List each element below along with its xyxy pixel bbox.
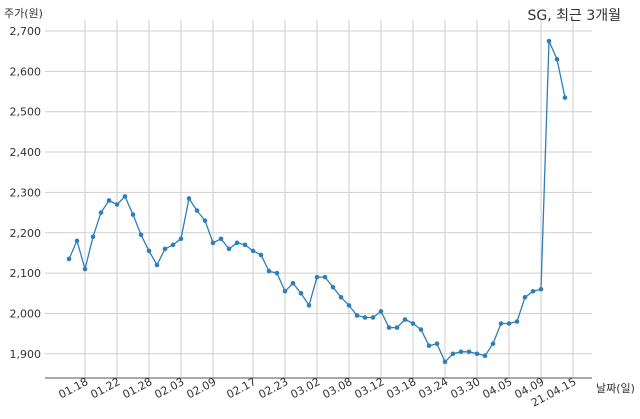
price-point [170,242,176,248]
price-point [98,210,104,215]
price-point [242,242,248,248]
y-axis-tick-labels: 1,900 2,000 2,100 2,200 2,300 2,400 2,500 2,600… [10,25,42,361]
price-point [562,95,568,100]
price-point [418,327,424,332]
price-point [298,290,304,296]
price-point [66,256,72,262]
price-point [450,351,456,357]
price-point [538,286,544,292]
price-point [122,194,128,199]
price-point [154,262,160,268]
y-tick-label: 2,400 [10,146,42,159]
price-point [322,274,328,280]
price-point [490,341,496,347]
price-point [218,236,224,242]
price-point [250,248,256,254]
y-tick-label: 2,000 [10,307,42,320]
price-point [330,284,336,290]
price-point [210,240,216,246]
price-point [178,236,184,242]
price-point [386,325,392,330]
price-point [106,198,112,203]
price-point [186,196,192,201]
y-tick-label: 2,100 [10,267,42,280]
chart-gridlines [45,20,592,378]
x-tick-label: 03.12 [352,375,386,401]
price-point [554,56,560,62]
price-point [146,248,152,254]
x-tick-label: 01.18 [56,375,90,401]
chart-title: SG, 최근 3개월 [527,8,621,24]
price-point [266,268,272,274]
price-point [282,288,288,294]
price-point [434,341,440,347]
x-tick-label: 03.18 [384,375,418,401]
x-tick-label: 03.24 [416,375,450,401]
price-point [290,280,296,286]
price-point [498,321,504,326]
price-point [226,246,232,252]
price-point [314,274,320,280]
x-tick-label: 04.05 [480,375,514,401]
x-axis-label: 날짜(일) [596,381,635,395]
x-tick-label: 02.03 [152,375,186,401]
price-point [162,246,168,252]
y-tick-label: 2,500 [10,106,42,119]
x-tick-label: 02.17 [224,375,258,401]
price-point [74,238,80,244]
price-point [258,252,264,258]
price-point [506,321,512,326]
price-point [546,38,552,44]
x-tick-label: 01.22 [88,375,122,401]
x-tick-label: 03.08 [320,375,354,401]
y-tick-label: 2,700 [10,25,42,38]
price-point [410,321,416,326]
y-tick-label: 2,200 [10,227,42,240]
price-point [194,208,200,213]
price-point [338,295,344,300]
price-point [114,202,120,207]
price-point [466,349,472,355]
price-point [378,309,384,314]
price-point [442,359,448,365]
price-point [346,303,352,308]
y-tick-label: 2,600 [10,65,42,78]
y-axis-label: 주가(원) [4,7,43,20]
price-point [370,315,376,320]
price-point [82,266,88,272]
price-point [306,303,312,308]
price-point [402,317,408,322]
price-point [90,234,96,240]
x-tick-label: 01.28 [120,375,154,401]
price-point [362,315,368,320]
price-point [130,212,136,217]
x-tick-label: 02.09 [184,375,218,401]
price-point [202,218,208,223]
price-point [138,232,144,238]
price-point [482,353,488,359]
price-point [474,351,480,357]
y-tick-label: 1,900 [10,348,42,361]
price-point [458,349,464,355]
x-tick-label: 03.02 [288,375,322,401]
price-point [514,319,520,324]
price-point [530,288,536,294]
price-point [394,325,400,330]
x-tick-label: 02.23 [256,375,290,401]
price-point [426,343,432,349]
price-point [522,295,528,300]
price-point [234,240,240,246]
price-point [274,270,280,276]
price-series [66,38,568,365]
price-point [354,313,360,318]
x-tick-label: 03.30 [448,375,482,401]
y-tick-label: 2,300 [10,186,42,199]
